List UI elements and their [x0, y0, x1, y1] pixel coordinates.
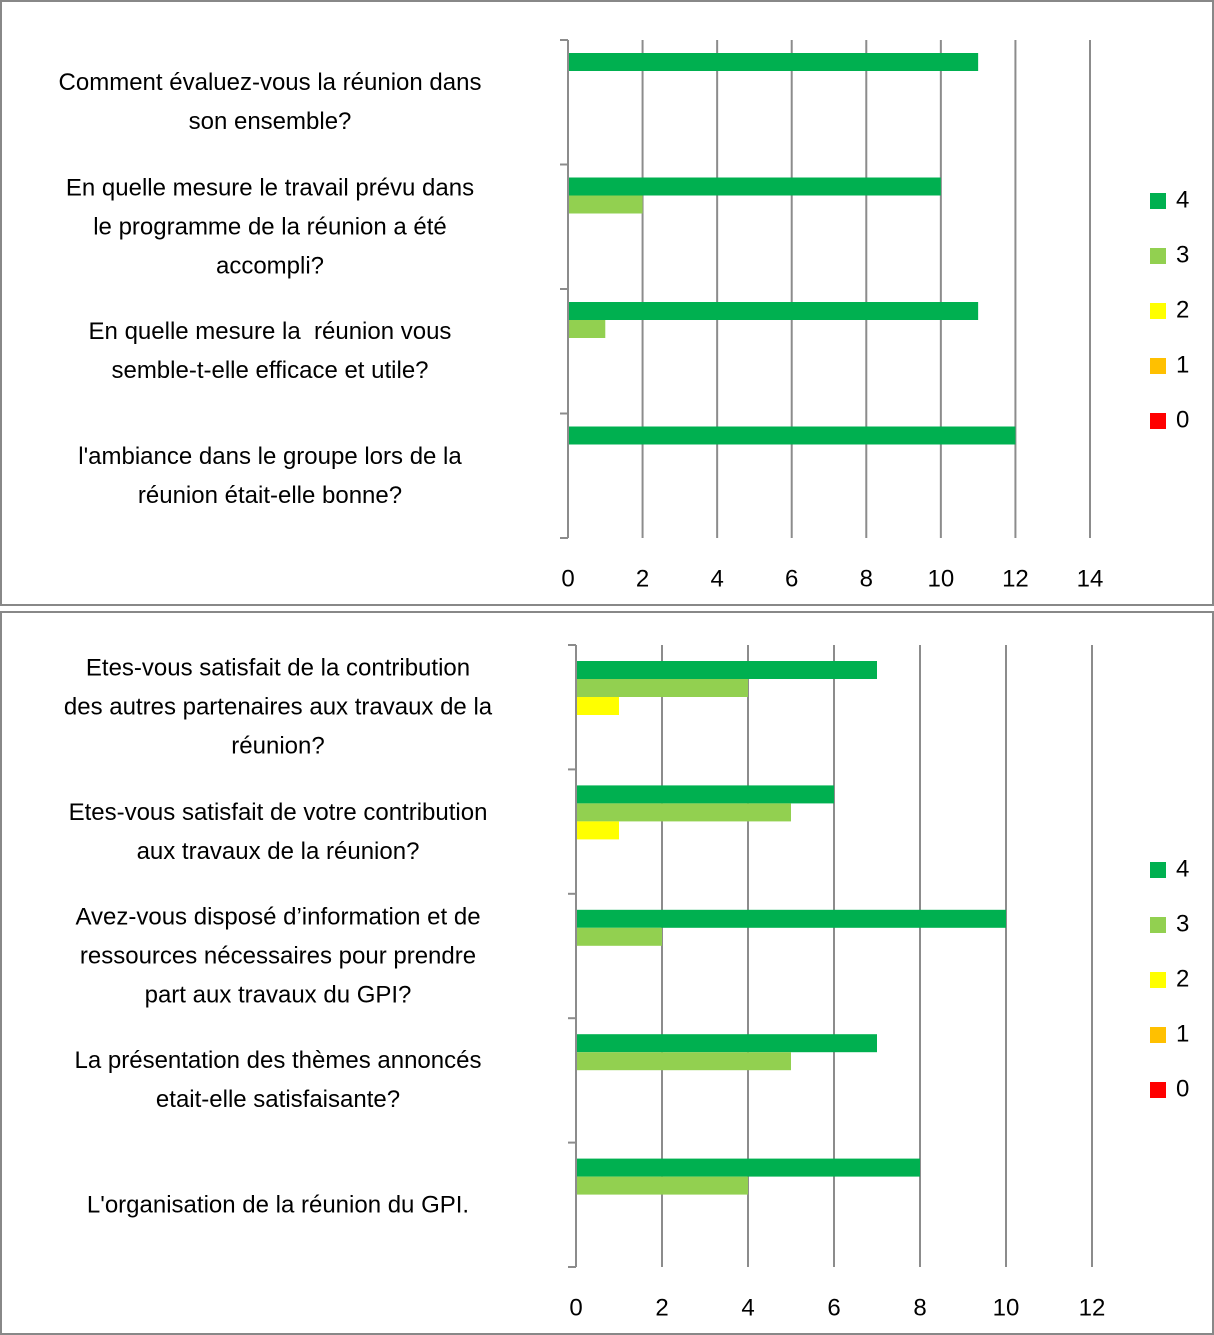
category-label: Etes-vous satisfait de la contribution d… — [63, 654, 493, 760]
bar — [568, 53, 979, 71]
x-tick-label: 4 — [741, 1294, 754, 1321]
legend-swatch — [1150, 972, 1166, 988]
bar — [568, 320, 606, 338]
bar — [568, 426, 1016, 445]
legend-label: 0 — [1176, 1075, 1189, 1102]
category-label: La présentation des thèmes annoncés etai… — [74, 1047, 482, 1114]
legend-label: 0 — [1176, 406, 1189, 433]
legend-label: 3 — [1176, 910, 1189, 937]
category-label: Etes-vous satisfait de votre contributio… — [68, 798, 488, 865]
category-label: l'ambiance dans le groupe lors de la réu… — [78, 442, 462, 509]
legend-label: 2 — [1176, 965, 1189, 992]
legend-label: 3 — [1176, 241, 1189, 268]
bar — [568, 302, 979, 320]
x-tick-label: 6 — [827, 1294, 840, 1321]
legend-label: 1 — [1176, 1020, 1189, 1047]
x-tick-label: 0 — [561, 565, 574, 592]
legend-swatch — [1150, 1027, 1166, 1043]
legend-swatch — [1150, 1082, 1166, 1098]
x-tick-label: 14 — [1077, 565, 1104, 592]
bar — [568, 195, 643, 214]
legend-swatch — [1150, 193, 1166, 209]
legend-swatch — [1150, 248, 1166, 264]
legend-label: 1 — [1176, 351, 1189, 378]
category-label: L'organisation de la réunion du GPI. — [86, 1191, 470, 1219]
bar — [568, 177, 941, 196]
legend-label: 4 — [1176, 186, 1189, 213]
x-tick-label: 6 — [785, 565, 798, 592]
category-label: En quelle mesure la réunion vous semble-… — [88, 318, 452, 385]
bar — [576, 1034, 877, 1053]
x-tick-label: 10 — [993, 1294, 1020, 1321]
bar — [576, 1052, 791, 1071]
x-tick-label: 0 — [569, 1294, 582, 1321]
x-tick-label: 12 — [1079, 1294, 1106, 1321]
bar — [576, 679, 748, 697]
category-label: Avez-vous disposé d’information et de re… — [75, 903, 481, 1009]
category-label: En quelle mesure le travail prévu dans l… — [65, 174, 475, 280]
bar — [576, 697, 619, 715]
bar — [576, 927, 662, 946]
x-tick-label: 8 — [913, 1294, 926, 1321]
bar — [576, 803, 791, 822]
legend-swatch — [1150, 862, 1166, 878]
bar — [576, 785, 834, 804]
bar — [576, 909, 1006, 928]
bar — [576, 821, 619, 840]
x-tick-label: 10 — [928, 565, 955, 592]
legend-label: 2 — [1176, 296, 1189, 323]
x-tick-label: 12 — [1002, 565, 1029, 592]
bar — [576, 1176, 748, 1195]
legend-swatch — [1150, 413, 1166, 429]
category-label: Comment évaluez-vous la réunion dans son… — [58, 69, 482, 136]
x-tick-label: 8 — [860, 565, 873, 592]
chart-frame — [0, 0, 1214, 606]
legend-swatch — [1150, 358, 1166, 374]
chart-frame — [0, 611, 1214, 1335]
legend-label: 4 — [1176, 855, 1189, 882]
x-tick-label: 4 — [710, 565, 723, 592]
legend-swatch — [1150, 303, 1166, 319]
legend-swatch — [1150, 917, 1166, 933]
bar — [576, 661, 877, 679]
x-tick-label: 2 — [636, 565, 649, 592]
bar — [576, 1158, 920, 1177]
x-tick-label: 2 — [655, 1294, 668, 1321]
